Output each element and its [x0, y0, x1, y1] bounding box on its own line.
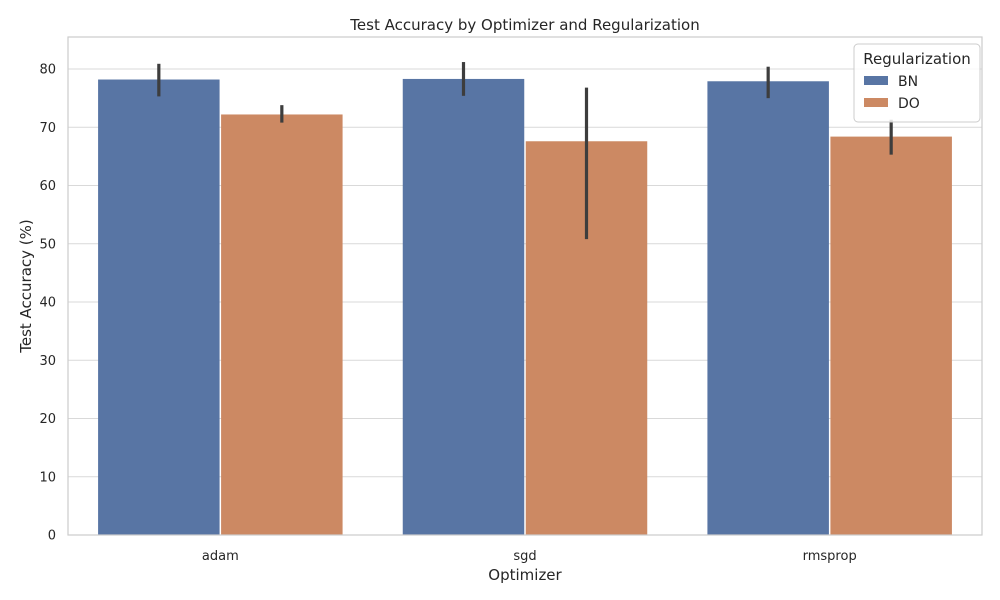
- y-tick-label: 80: [39, 63, 56, 78]
- bar-adam-do: [221, 114, 343, 535]
- error-bars: [157, 62, 893, 240]
- bar-rmsprop-do: [830, 136, 952, 535]
- y-tick-label: 0: [48, 529, 56, 544]
- y-tick-label: 20: [39, 412, 56, 427]
- legend-label-do: DO: [898, 96, 920, 112]
- y-tick-label: 60: [39, 179, 56, 194]
- legend-swatch-bn: [864, 76, 888, 85]
- y-tick-labels: 0 10 20 30 40 50 60 70 80: [39, 63, 56, 544]
- bar-rmsprop-bn: [707, 81, 829, 536]
- y-tick-label: 30: [39, 354, 56, 369]
- x-tick-label: sgd: [513, 549, 536, 564]
- bars: [98, 78, 952, 536]
- y-axis-title: Test Accuracy (%): [17, 219, 35, 354]
- y-tick-label: 70: [39, 121, 56, 136]
- bar-sgd-bn: [402, 78, 525, 536]
- legend: Regularization BN DO: [853, 43, 981, 123]
- y-tick-label: 10: [39, 470, 56, 485]
- x-tick-label: rmsprop: [803, 549, 857, 564]
- chart-title: Test Accuracy by Optimizer and Regulariz…: [349, 16, 699, 34]
- bar-adam-bn: [98, 79, 220, 536]
- legend-label-bn: BN: [898, 74, 918, 90]
- gridlines: [68, 68, 982, 536]
- x-tick-label: adam: [202, 549, 239, 564]
- x-tick-labels: adam sgd rmsprop: [202, 549, 857, 564]
- legend-title: Regularization: [863, 50, 971, 68]
- y-tick-label: 50: [39, 237, 56, 252]
- x-axis-title: Optimizer: [488, 566, 562, 584]
- legend-swatch-do: [864, 98, 888, 107]
- plot-frame: [67, 36, 983, 536]
- y-tick-label: 40: [39, 296, 56, 311]
